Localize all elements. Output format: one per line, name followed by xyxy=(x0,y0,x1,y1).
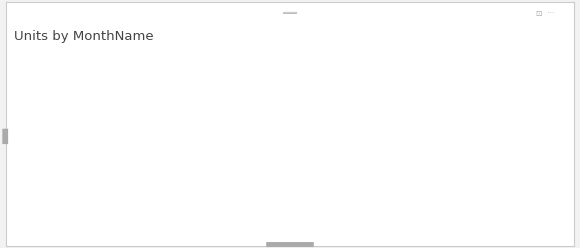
Text: ⊡  ···: ⊡ ··· xyxy=(536,9,554,18)
Bar xyxy=(191,67,219,212)
Bar xyxy=(233,60,260,212)
Bar xyxy=(441,144,468,212)
Bar xyxy=(67,158,93,212)
Bar xyxy=(524,113,551,212)
Bar xyxy=(399,131,426,212)
Bar xyxy=(358,115,385,212)
Bar xyxy=(316,99,343,212)
Bar xyxy=(274,81,302,212)
Text: Units by MonthName: Units by MonthName xyxy=(14,30,154,43)
Text: ═══: ═══ xyxy=(282,9,298,18)
Bar xyxy=(108,142,135,212)
Bar xyxy=(150,83,177,212)
Bar xyxy=(483,150,510,212)
